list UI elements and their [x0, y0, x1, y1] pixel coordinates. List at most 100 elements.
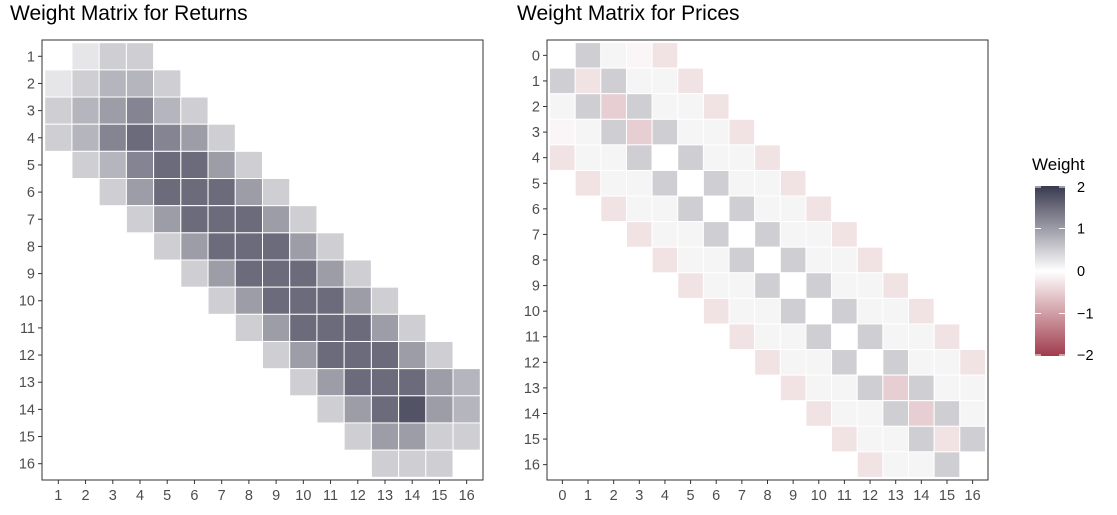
prices-x-tick-label: 3	[635, 488, 643, 504]
returns-cell-8-10	[289, 232, 318, 261]
returns-cell-16-13	[370, 449, 400, 478]
returns-y-tick-label: 11	[20, 321, 35, 337]
returns-cell-3-4	[125, 96, 155, 125]
returns-cell-1-4	[125, 42, 155, 71]
returns-y-tick-label: 15	[19, 430, 35, 446]
returns-cell-4-1	[44, 123, 73, 152]
returns-cell-9-7	[207, 259, 236, 288]
prices-cell-15-11	[831, 425, 858, 453]
prices-cell-8-10	[805, 246, 833, 274]
legend-tick-label: 1	[1077, 222, 1085, 238]
prices-cell-8-4	[651, 246, 679, 274]
prices-cell-2-5	[677, 93, 704, 120]
prices-y-tick-label: 10	[524, 304, 540, 320]
returns-x-tick-label: 12	[350, 488, 366, 504]
returns-y-tick-label: 14	[19, 402, 35, 418]
prices-cell-3-6	[702, 118, 730, 146]
returns-y-tick-label: 16	[19, 457, 35, 473]
prices-cell-11-14	[908, 323, 935, 351]
prices-cell-1-3	[625, 67, 653, 95]
prices-y-tick-label: 13	[524, 381, 540, 397]
prices-cell-8-8	[754, 246, 781, 274]
prices-cell-15-14	[908, 425, 935, 453]
prices-y-tick-label: 12	[524, 355, 540, 371]
returns-cell-10-10	[289, 286, 318, 315]
returns-cell-11-11	[316, 313, 345, 342]
prices-cell-3-4	[651, 118, 679, 146]
returns-heatmap-panel: Weight Matrix for Returns 1 2 3 4 5 6 7 8 9 10 11 1…	[10, 2, 484, 504]
returns-cell-9-11	[316, 259, 345, 288]
prices-cell-4-7	[728, 144, 756, 171]
prices-cell-10-9	[779, 297, 807, 325]
prices-cell-1-1	[574, 67, 602, 95]
prices-cell-5-7	[728, 169, 756, 197]
prices-cell-9-10	[805, 272, 833, 299]
prices-cell-13-16	[959, 374, 986, 402]
prices-cell-7-10	[805, 221, 833, 248]
legend-tick-label: −2	[1077, 348, 1094, 364]
returns-cell-12-12	[343, 340, 372, 370]
prices-x-tick-label: 1	[584, 488, 592, 504]
returns-cell-5-8	[234, 150, 263, 180]
returns-cell-12-13	[370, 340, 400, 370]
prices-cell-9-5	[677, 272, 704, 299]
returns-cell-6-6	[180, 178, 209, 207]
returns-x-tick-label: 1	[54, 488, 62, 504]
prices-y-tick-label: 15	[524, 432, 540, 448]
returns-cell-9-10	[289, 259, 318, 288]
prices-x-tick-label: 0	[558, 488, 566, 504]
returns-cell-13-16	[452, 368, 481, 397]
returns-cell-8-11	[316, 232, 345, 261]
returns-y-tick-label: 3	[27, 104, 35, 120]
returns-cell-5-4	[125, 150, 155, 180]
legend-title: Weight	[1032, 155, 1085, 174]
prices-y-tick-label: 8	[532, 253, 540, 269]
returns-y-tick-label: 10	[19, 294, 35, 310]
prices-cell-6-6	[702, 195, 730, 223]
prices-cell-11-13	[882, 323, 910, 351]
prices-cell-16-12	[856, 451, 884, 478]
returns-cell-11-13	[370, 313, 400, 342]
prices-cell-11-10	[805, 323, 833, 351]
returns-cell-14-15	[425, 395, 454, 424]
returns-x-tick-label: 7	[218, 488, 226, 504]
prices-cell-4-2	[600, 144, 627, 171]
prices-y-tick-label: 11	[525, 330, 540, 346]
returns-cell-13-13	[370, 368, 400, 397]
prices-cell-2-6	[702, 93, 730, 120]
prices-cell-12-10	[805, 349, 833, 376]
prices-cell-3-0	[549, 118, 576, 146]
returns-cells	[44, 42, 481, 478]
returns-cell-3-1	[44, 96, 73, 125]
prices-cell-16-14	[908, 451, 935, 478]
prices-cell-11-15	[933, 323, 961, 351]
returns-cell-14-14	[398, 395, 427, 424]
prices-cell-8-5	[677, 246, 704, 274]
prices-cell-2-1	[574, 93, 602, 120]
prices-cell-15-12	[856, 425, 884, 453]
legend-tick-label: −1	[1077, 307, 1094, 323]
prices-cell-15-13	[882, 425, 910, 453]
prices-cell-4-8	[754, 144, 781, 171]
returns-cell-11-10	[289, 313, 318, 342]
returns-cell-7-9	[262, 205, 291, 234]
prices-cell-4-4	[651, 144, 679, 171]
returns-cell-9-8	[234, 259, 263, 288]
prices-x-tick-label: 6	[712, 488, 720, 504]
returns-cell-4-7	[207, 123, 236, 152]
prices-cell-3-1	[574, 118, 602, 146]
prices-cell-14-10	[805, 400, 833, 427]
prices-axis-ticks: 0 1 2 3 4 5 6 7 8 9 10 11 12 13 14 15 160123456789101112…	[524, 48, 981, 504]
prices-cell-5-6	[702, 169, 730, 197]
prices-x-tick-label: 9	[789, 488, 797, 504]
prices-cell-5-1	[574, 169, 602, 197]
returns-cell-4-3	[98, 123, 127, 152]
returns-cell-12-9	[262, 340, 291, 370]
prices-cell-16-15	[933, 451, 961, 478]
prices-cell-11-12	[856, 323, 884, 351]
returns-cell-6-8	[234, 178, 263, 207]
returns-cell-1-3	[98, 42, 127, 71]
prices-cell-10-10	[805, 297, 833, 325]
legend-ticks: 2 1 0 −1 −2	[1035, 180, 1094, 364]
prices-cell-5-8	[754, 169, 781, 197]
